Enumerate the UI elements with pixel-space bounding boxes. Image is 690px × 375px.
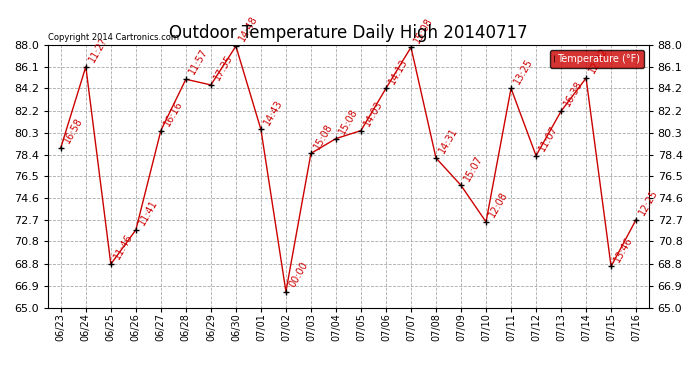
Text: 14:13: 14:13: [387, 57, 410, 86]
Text: 11:07: 11:07: [538, 124, 560, 153]
Text: 16:38: 16:38: [562, 80, 585, 108]
Text: 11:46: 11:46: [112, 232, 135, 261]
Text: 14:43: 14:43: [262, 98, 285, 127]
Text: 13:46: 13:46: [613, 235, 635, 264]
Text: 00:00: 00:00: [287, 260, 310, 289]
Text: 14:03: 14:03: [362, 99, 385, 128]
Text: 12:08: 12:08: [487, 190, 510, 219]
Text: 15:08: 15:08: [413, 15, 435, 45]
Text: 11:2?: 11:2?: [87, 36, 109, 64]
Text: 17:35: 17:35: [213, 53, 235, 82]
Text: Copyright 2014 Cartronics.com: Copyright 2014 Cartronics.com: [48, 33, 179, 42]
Text: 13:25: 13:25: [513, 56, 535, 86]
Text: 11:41: 11:41: [137, 198, 160, 227]
Text: 11:57: 11:57: [187, 47, 210, 76]
Text: 14:48: 14:48: [237, 14, 260, 44]
Legend: Temperature (°F): Temperature (°F): [550, 50, 644, 68]
Text: 14:31: 14:31: [437, 126, 460, 155]
Text: 12:32: 12:32: [587, 46, 610, 75]
Text: 12:25: 12:25: [638, 188, 660, 217]
Text: 16:16: 16:16: [162, 99, 185, 128]
Title: Outdoor Temperature Daily High 20140717: Outdoor Temperature Daily High 20140717: [169, 24, 528, 42]
Text: 15:08: 15:08: [313, 122, 335, 151]
Text: 15:08: 15:08: [337, 106, 360, 136]
Text: 16:58: 16:58: [62, 116, 85, 145]
Text: 15:07: 15:07: [462, 153, 485, 183]
